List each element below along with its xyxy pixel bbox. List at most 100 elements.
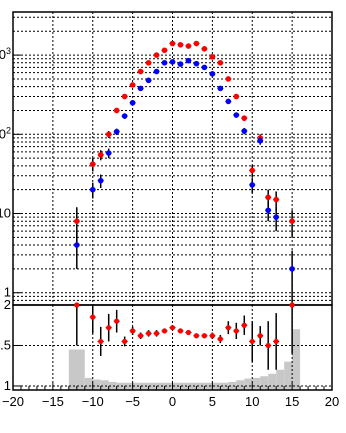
uncertainty-band-bin [84,377,93,390]
data-point [161,59,168,66]
data-point [217,59,224,66]
data-point [113,107,120,114]
ratio-point [106,325,112,331]
ratio-point [169,325,176,331]
series-1 [73,57,296,305]
uncertainty-band-bin [108,381,117,390]
y-tick-label: 2 [4,297,11,312]
ratio-point [241,322,247,328]
y-tick-exponent: 3 [6,46,11,56]
uncertainty-band-bin [92,379,101,390]
ratio-point [273,338,279,345]
ratio-point [177,328,184,334]
ratio-point [289,302,295,308]
ratio-panel: 1 1.5 2 −20 −15 −10 −5 0 5 10 15 20 [0,297,339,409]
data-point [217,85,224,92]
y-tick-label: 102 [0,125,11,141]
data-point [201,46,208,52]
data-point [265,194,272,201]
ratio-point [185,329,192,336]
ratio-point [233,328,239,334]
data-point [225,98,232,105]
ratio-point [122,338,128,345]
data-point [129,82,136,88]
uncertainty-band-bin [100,380,109,390]
y-tick-label: 1 [4,285,11,300]
ratio-point [153,330,160,336]
ratio-point [74,302,80,308]
uncertainty-band-bin [284,361,293,390]
uncertainty-band-bin [292,329,301,390]
x-tick-label: 0 [169,394,176,409]
ratio-point [225,325,231,331]
x-tick-label: 10 [245,394,259,409]
data-point [273,214,279,220]
data-point [145,59,152,66]
data-point [241,115,248,121]
y-tick-exponent: 2 [6,125,11,135]
data-point [225,76,232,82]
ratio-point [209,333,215,339]
x-tick-label: 15 [285,394,299,409]
data-point [265,207,272,214]
y-tick-label: 10 [0,206,11,221]
data-point [209,71,216,77]
data-point [185,43,192,49]
data-point [153,52,160,58]
ratio-point [161,328,168,334]
data-point [129,99,136,106]
data-point [89,186,96,193]
uncertainty-band-bin [228,381,237,390]
data-point [121,113,128,119]
y-tick-label: 1.5 [0,337,11,352]
ratio-point [249,338,255,345]
data-point [105,131,112,138]
ratio-point [201,333,207,339]
x-tick-label: −10 [82,394,104,409]
data-point [74,242,80,248]
data-point [74,218,80,224]
x-tick-label: −15 [42,394,64,409]
data-point [289,266,295,272]
data-point [233,93,240,100]
ratio-series [73,302,296,370]
data-point [209,54,216,60]
uncertainty-band-bin [276,369,285,390]
x-tick-label: 20 [325,394,339,409]
data-point [113,128,120,135]
data-point [105,150,112,156]
uncertainty-band-bin [268,373,277,390]
data-point [89,161,96,167]
data-point [193,60,200,67]
ratio-point [265,342,271,349]
x-tick-label: 5 [209,394,216,409]
top-panel: 1 10 102 103 [0,11,333,306]
ratio-point [138,333,144,339]
data-point [185,57,192,64]
y-tick-label: 1 [4,378,11,393]
uncertainty-band-bin [68,349,85,390]
ratio-point [130,328,136,334]
uncertainty-band-bin [252,377,261,390]
data-point [97,177,104,184]
x-tick-label: −5 [125,394,140,409]
data-point [289,218,295,224]
data-point [241,128,248,134]
ratio-point [90,314,96,320]
data-point [97,152,104,158]
data-point [249,167,256,174]
data-point [177,61,184,67]
data-point [273,196,279,203]
data-point [177,41,184,48]
ratio-point [145,330,152,336]
data-point [249,182,256,188]
uncertainty-band-bin [236,380,245,390]
ratio-point [98,338,104,345]
data-point [193,40,200,47]
ratio-point [217,336,223,342]
data-point [137,68,144,75]
series-0 [73,40,296,246]
ratio-point [257,333,263,339]
y-tick-label: 103 [0,46,11,62]
